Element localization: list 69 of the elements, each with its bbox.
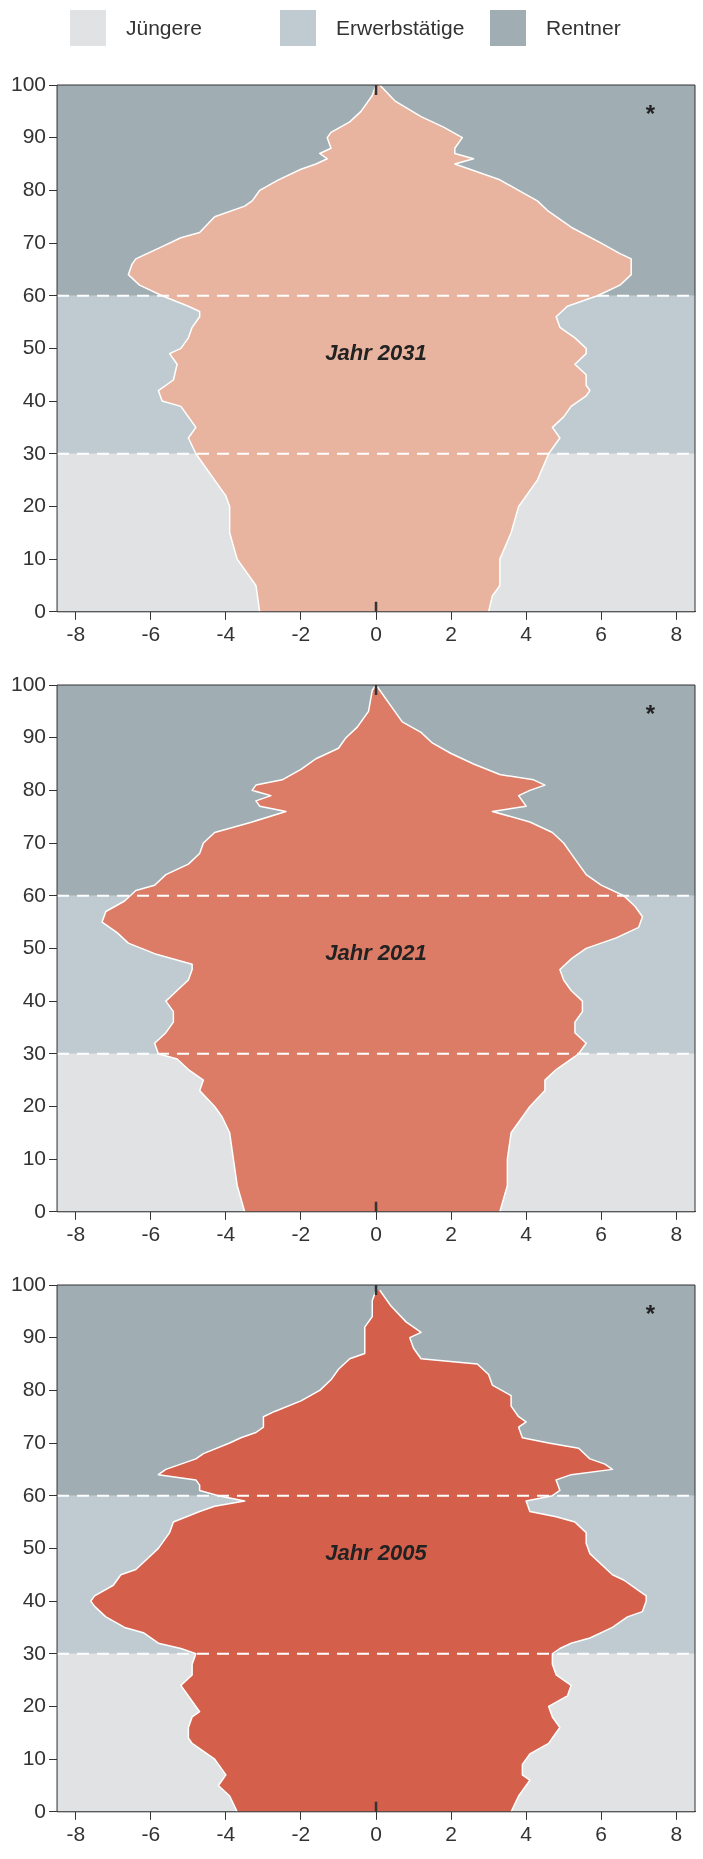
y-tick-label: 10 [22, 1745, 47, 1769]
y-tick-label: 70 [22, 1429, 47, 1453]
y-tick-label: 10 [22, 545, 47, 569]
legend-label: Erwerbstätige [336, 15, 465, 40]
x-tick-label: 4 [520, 1222, 533, 1246]
y-tick-label: 40 [22, 1587, 47, 1611]
y-tick-label: 100 [10, 671, 47, 695]
x-tick-label: 2 [445, 622, 457, 646]
x-tick-label: 2 [445, 1822, 457, 1846]
x-tick-label: -4 [216, 1822, 236, 1846]
x-tick-label: -6 [141, 622, 161, 646]
y-tick-label: 0 [34, 598, 47, 622]
x-tick-label: 8 [670, 622, 683, 646]
x-tick-label: -2 [291, 622, 311, 646]
y-tick-label: 70 [22, 829, 47, 853]
y-tick-label: 0 [34, 1198, 47, 1222]
y-tick-label: 70 [22, 229, 47, 253]
y-tick-label: 100 [10, 71, 47, 95]
annotation: Jahr 2031 [325, 339, 427, 365]
y-tick-label: 90 [22, 724, 47, 748]
x-tick-label: -8 [66, 622, 86, 646]
x-tick-label: -6 [141, 1222, 161, 1246]
y-tick-label: 40 [22, 387, 47, 411]
x-tick-label: 6 [595, 1822, 608, 1846]
y-tick-label: 80 [22, 1377, 47, 1401]
x-tick-label: 0 [370, 622, 382, 646]
x-tick-label: 4 [520, 622, 533, 646]
x-tick-label: 4 [520, 1822, 533, 1846]
annotation: * [645, 99, 656, 127]
legend-label: Jüngere [126, 15, 202, 40]
y-tick-label: 60 [22, 1482, 47, 1506]
y-tick-label: 10 [22, 1145, 47, 1169]
y-tick-label: 30 [22, 1640, 47, 1664]
y-tick-label: 80 [22, 177, 47, 201]
annotation: * [645, 699, 656, 727]
y-tick-label: 50 [22, 335, 47, 359]
y-tick-label: 30 [22, 1040, 47, 1064]
annotation: Jahr 2005 [325, 1539, 428, 1565]
x-tick-label: -4 [216, 1222, 236, 1246]
y-tick-label: 90 [22, 1324, 47, 1348]
y-tick-label: 50 [22, 935, 47, 959]
y-tick-label: 40 [22, 987, 47, 1011]
x-tick-label: 6 [595, 622, 608, 646]
x-tick-label: -8 [66, 1822, 86, 1846]
y-tick-label: 80 [22, 777, 47, 801]
y-tick-label: 100 [10, 1271, 47, 1295]
y-tick-label: 60 [22, 882, 47, 906]
y-tick-label: 20 [22, 493, 47, 517]
annotation: * [645, 1299, 656, 1327]
legend-label: Rentner [546, 15, 621, 40]
x-tick-label: -2 [291, 1222, 311, 1246]
x-tick-label: -4 [216, 622, 236, 646]
x-tick-label: 0 [370, 1222, 382, 1246]
x-tick-label: 8 [670, 1822, 683, 1846]
x-tick-label: 6 [595, 1222, 608, 1246]
y-tick-label: 60 [22, 282, 47, 306]
y-tick-label: 20 [22, 1693, 47, 1717]
y-tick-label: 50 [22, 1535, 47, 1559]
y-tick-label: 20 [22, 1093, 47, 1117]
x-tick-label: -8 [66, 1222, 86, 1246]
y-tick-label: 90 [22, 124, 47, 148]
x-tick-label: -2 [291, 1822, 311, 1846]
x-tick-label: 2 [445, 1222, 457, 1246]
x-tick-label: -6 [141, 1822, 161, 1846]
x-tick-label: 0 [370, 1822, 382, 1846]
x-tick-label: 8 [670, 1222, 683, 1246]
y-tick-label: 0 [34, 1798, 47, 1822]
annotation: Jahr 2021 [325, 939, 427, 965]
y-tick-label: 30 [22, 440, 47, 464]
